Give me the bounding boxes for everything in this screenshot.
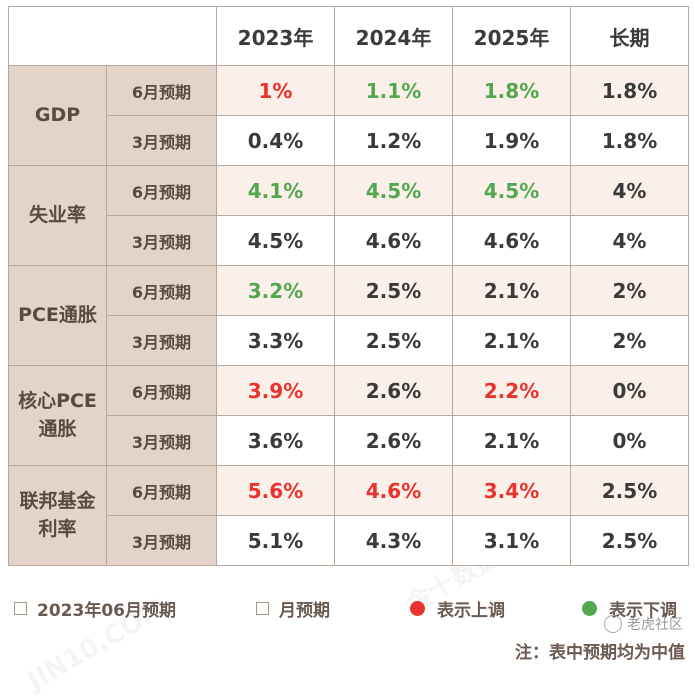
metric-label: GDP [8,65,107,166]
table-header-row: 2023年 2024年 2025年 长期 [8,6,689,66]
table-cell: 2.1% [452,265,571,316]
table-cell: 4.5% [216,215,335,266]
brand-watermark-text: 老虎社区 [627,617,683,633]
table-row: 3月预期 0.4% 1.2% 1.9% 1.8% [9,115,689,166]
metric-line: 核心PCE [18,389,97,412]
table-cell: 3.3% [216,315,335,366]
table-cell: 2.5% [570,465,689,516]
table-cell: 2% [570,315,689,366]
table-cell: 3.4% [452,465,571,516]
legend-down-label: 表示下调 [609,601,677,621]
table-cell: 0% [570,365,689,416]
legend-down: 表示下调 [582,596,677,621]
brand-watermark: 老虎社区 [604,614,683,634]
legend-march-label: 月预期 [279,601,330,621]
header-year: 2023年 [216,6,335,66]
community-logo-icon [604,615,622,633]
square-icon [14,602,27,615]
period-label: 6月预期 [106,65,217,116]
table-cell: 1% [216,65,335,116]
fomc-projection-table: 2023年 2024年 2025年 长期 GDP 6月预期 1% 1.1% 1.… [8,6,689,566]
table-cell: 4.6% [334,215,453,266]
table-row: 3月预期 3.6% 2.6% 2.1% 0% [9,415,689,466]
table-cell: 0% [570,415,689,466]
table-cell: 4.6% [334,465,453,516]
table-cell: 1.1% [334,65,453,116]
legend-up: 表示上调 [410,596,505,621]
period-label: 6月预期 [106,265,217,316]
period-label: 3月预期 [106,415,217,466]
metric-label: PCE通胀 [8,265,107,366]
metric-line: 联邦基金 [19,489,96,512]
header-year: 2025年 [452,6,571,66]
table-cell: 3.6% [216,415,335,466]
table-row: 失业率 6月预期 4.1% 4.5% 4.5% 4% [8,165,689,266]
header-year: 2024年 [334,6,453,66]
header-corner [8,6,217,66]
table-cell: 2.1% [452,415,571,466]
table-cell: 0.4% [216,115,335,166]
footnote: 注：表中预期均为中值 [515,643,685,663]
table-cell: 4.5% [334,165,453,216]
table-cell: 2.2% [452,365,571,416]
table-cell: 2.5% [334,265,453,316]
metric-line: PCE通胀 [18,303,97,326]
table-cell: 4.5% [452,165,571,216]
metric-line: 利率 [38,517,77,540]
metric-label: 联邦基金 利率 [8,465,107,566]
table-cell: 2.1% [452,315,571,366]
red-dot-icon [410,601,425,616]
table-row: 核心PCE 通胀 6月预期 3.9% 2.6% 2.2% 0% [8,365,689,466]
metric-line: GDP [34,103,81,126]
table-row: 3月预期 5.1% 4.3% 3.1% 2.5% [9,515,689,566]
table-cell: 1.2% [334,115,453,166]
legend-june-label: 2023年06月预期 [37,601,176,621]
square-icon [256,602,269,615]
table-row: PCE通胀 6月预期 3.2% 2.5% 2.1% 2% [8,265,689,366]
legend: 2023年06月预期 月预期 表示上调 表示下调 [0,588,695,628]
table-cell: 4.1% [216,165,335,216]
table-cell: 2.5% [570,515,689,566]
table-cell: 4% [570,165,689,216]
table-cell: 3.9% [216,365,335,416]
period-label: 3月预期 [106,115,217,166]
table-cell: 1.9% [452,115,571,166]
header-year: 长期 [570,6,689,66]
green-dot-icon [582,601,597,616]
table-cell: 5.1% [216,515,335,566]
legend-up-label: 表示上调 [437,601,505,621]
period-label: 6月预期 [106,165,217,216]
table-cell: 2.6% [334,415,453,466]
table-row: 3月预期 4.5% 4.6% 4.6% 4% [9,215,689,266]
table-cell: 1.8% [452,65,571,116]
table-row: GDP 6月预期 1% 1.1% 1.8% 1.8% [8,65,689,166]
table-cell: 2% [570,265,689,316]
period-label: 3月预期 [106,215,217,266]
period-label: 3月预期 [106,315,217,366]
metric-line: 通胀 [38,417,77,440]
legend-march: 月预期 [256,596,330,621]
table-row: 联邦基金利率 6月预期 5.6% 4.6% 3.4% 2.5% [8,465,689,566]
table-cell: 4.6% [452,215,571,266]
period-label: 6月预期 [106,465,217,516]
table-cell: 4.3% [334,515,453,566]
period-label: 3月预期 [106,515,217,566]
table-cell: 4% [570,215,689,266]
table-cell: 1.8% [570,115,689,166]
table-cell: 2.6% [334,365,453,416]
table-row: 3月预期 3.3% 2.5% 2.1% 2% [9,315,689,366]
table-cell: 1.8% [570,65,689,116]
period-label: 6月预期 [106,365,217,416]
table-cell: 2.5% [334,315,453,366]
legend-june: 2023年06月预期 [14,596,176,621]
metric-label: 失业率 [8,165,107,266]
table-cell: 3.2% [216,265,335,316]
table-cell: 3.1% [452,515,571,566]
metric-line: 失业率 [28,203,86,226]
metric-label: 核心PCE 通胀 [8,365,107,466]
table-cell: 5.6% [216,465,335,516]
